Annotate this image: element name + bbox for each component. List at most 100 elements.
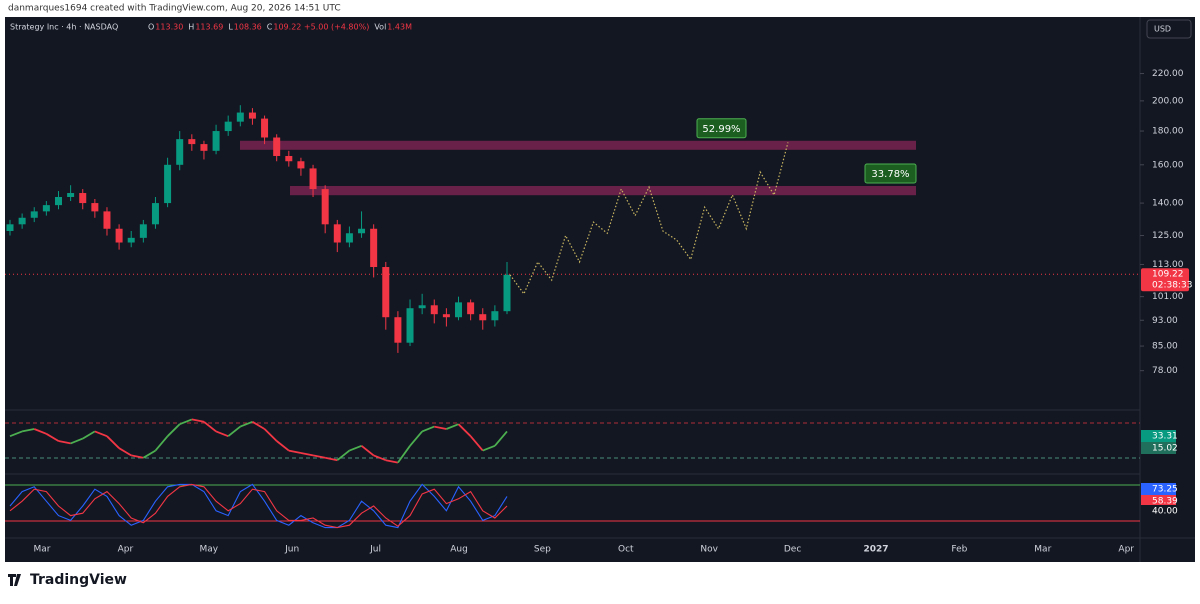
osc2-value-box (1141, 505, 1176, 517)
ohlc-value: 113.69 (195, 23, 223, 32)
osc1-value: 33.31 (1152, 432, 1178, 442)
osc1-segment (312, 454, 326, 459)
osc1-segment (263, 428, 278, 442)
candle-body (345, 233, 353, 243)
candle-body (103, 211, 111, 229)
x-tick-label: Nov (700, 545, 718, 555)
osc1-segment (239, 420, 253, 428)
y-tick-label: 125.00 (1152, 231, 1184, 241)
ohlc-value: 109.22 +5.00 (+4.80%) (273, 23, 369, 32)
x-tick-label: Apr (1118, 545, 1134, 555)
osc1-segment (166, 423, 181, 437)
currency: USD (1154, 25, 1171, 34)
x-tick-label: Sep (534, 545, 551, 555)
candle-body (139, 224, 147, 238)
osc1-segment (385, 459, 399, 464)
candle-body (164, 164, 172, 204)
y-tick-label: 101.00 (1152, 292, 1184, 302)
x-tick-label: Oct (618, 545, 634, 555)
osc1-segment (324, 456, 338, 462)
target-zone (240, 140, 916, 150)
projection-line (509, 142, 789, 296)
target-label-box (864, 163, 917, 184)
y-tick-label: 113.00 (1152, 260, 1184, 270)
candle-body (309, 168, 317, 190)
currency-box[interactable] (1146, 19, 1192, 39)
candle-body (430, 305, 438, 315)
attribution: danmarques1694 created with TradingView.… (8, 4, 341, 14)
brand-logo (8, 574, 21, 586)
osc2-value-box (1141, 483, 1176, 495)
osc1-segment (494, 430, 508, 447)
osc1-segment (45, 433, 59, 442)
candle-body (479, 314, 487, 321)
candle-body (224, 121, 232, 132)
candle-body (394, 317, 402, 343)
symbol: Strategy Inc · 4h · NASDAQ (10, 23, 118, 32)
osc2-line (9, 483, 508, 529)
y-tick-label: 200.00 (1152, 96, 1184, 106)
chart-area (5, 17, 1195, 562)
candle-body (261, 118, 269, 138)
osc1-segment (469, 435, 484, 452)
y-tick-label: 220.00 (1152, 69, 1184, 79)
candle-body (79, 193, 87, 204)
osc1-segment (446, 423, 459, 430)
ohlc-value: 108.36 (234, 23, 262, 32)
y-tick-label: 85.00 (1152, 342, 1178, 352)
osc1-segment (106, 435, 120, 449)
x-tick-label: Dec (784, 545, 801, 555)
target-label: 33.78% (871, 169, 909, 180)
osc1-segment (409, 430, 423, 447)
y-tick-label: 160.00 (1152, 160, 1184, 170)
osc1-value-box (1141, 442, 1176, 454)
candle-body (200, 144, 208, 151)
osc1-segment (251, 421, 266, 430)
osc1-segment (21, 428, 35, 433)
osc1-segment (70, 437, 84, 445)
target-label: 52.99% (702, 124, 740, 135)
x-tick-label: Mar (1034, 545, 1051, 555)
osc2-value: 58.39 (1152, 497, 1178, 507)
osc1-segment (336, 449, 350, 461)
osc1-segment (288, 449, 302, 454)
last-price-label: 109.22 (1152, 270, 1184, 280)
candle-body (248, 112, 256, 119)
candle-body (236, 112, 244, 122)
candle-body (6, 224, 14, 231)
candle-body (151, 203, 159, 225)
osc1-segment (58, 440, 71, 445)
osc1-segment (397, 445, 411, 464)
osc1-segment (82, 430, 96, 440)
candle-body (358, 228, 366, 234)
candle-body (18, 217, 26, 225)
osc1-segment (421, 425, 435, 433)
x-tick-label: Aug (450, 545, 468, 555)
y-tick-label: 140.00 (1152, 199, 1184, 209)
osc1-segment (179, 418, 193, 426)
countdown: 02:38:33 (1152, 281, 1192, 291)
candle-body (418, 305, 426, 309)
last-price-box (1141, 268, 1189, 292)
osc1-segment (276, 440, 290, 452)
x-tick-label: Apr (118, 545, 134, 555)
osc1-segment (131, 454, 144, 459)
osc2-value-box (1141, 495, 1176, 507)
osc2-line (9, 483, 508, 529)
y-tick-label: 180.00 (1152, 127, 1184, 137)
osc1-segment (360, 445, 375, 457)
candle-body (127, 237, 135, 243)
osc1-segment (457, 423, 472, 437)
target-zone (290, 185, 916, 196)
candle-body (370, 228, 378, 268)
candle-body (30, 211, 38, 218)
candle-body (42, 205, 50, 212)
osc1-segment (482, 444, 496, 452)
candle-body (115, 228, 123, 243)
osc1-segment (118, 447, 132, 457)
ohlc-value: 113.30 (155, 23, 183, 32)
candle-body (91, 203, 99, 212)
osc1-segment (191, 418, 205, 423)
y-tick-label: 93.00 (1152, 316, 1178, 326)
